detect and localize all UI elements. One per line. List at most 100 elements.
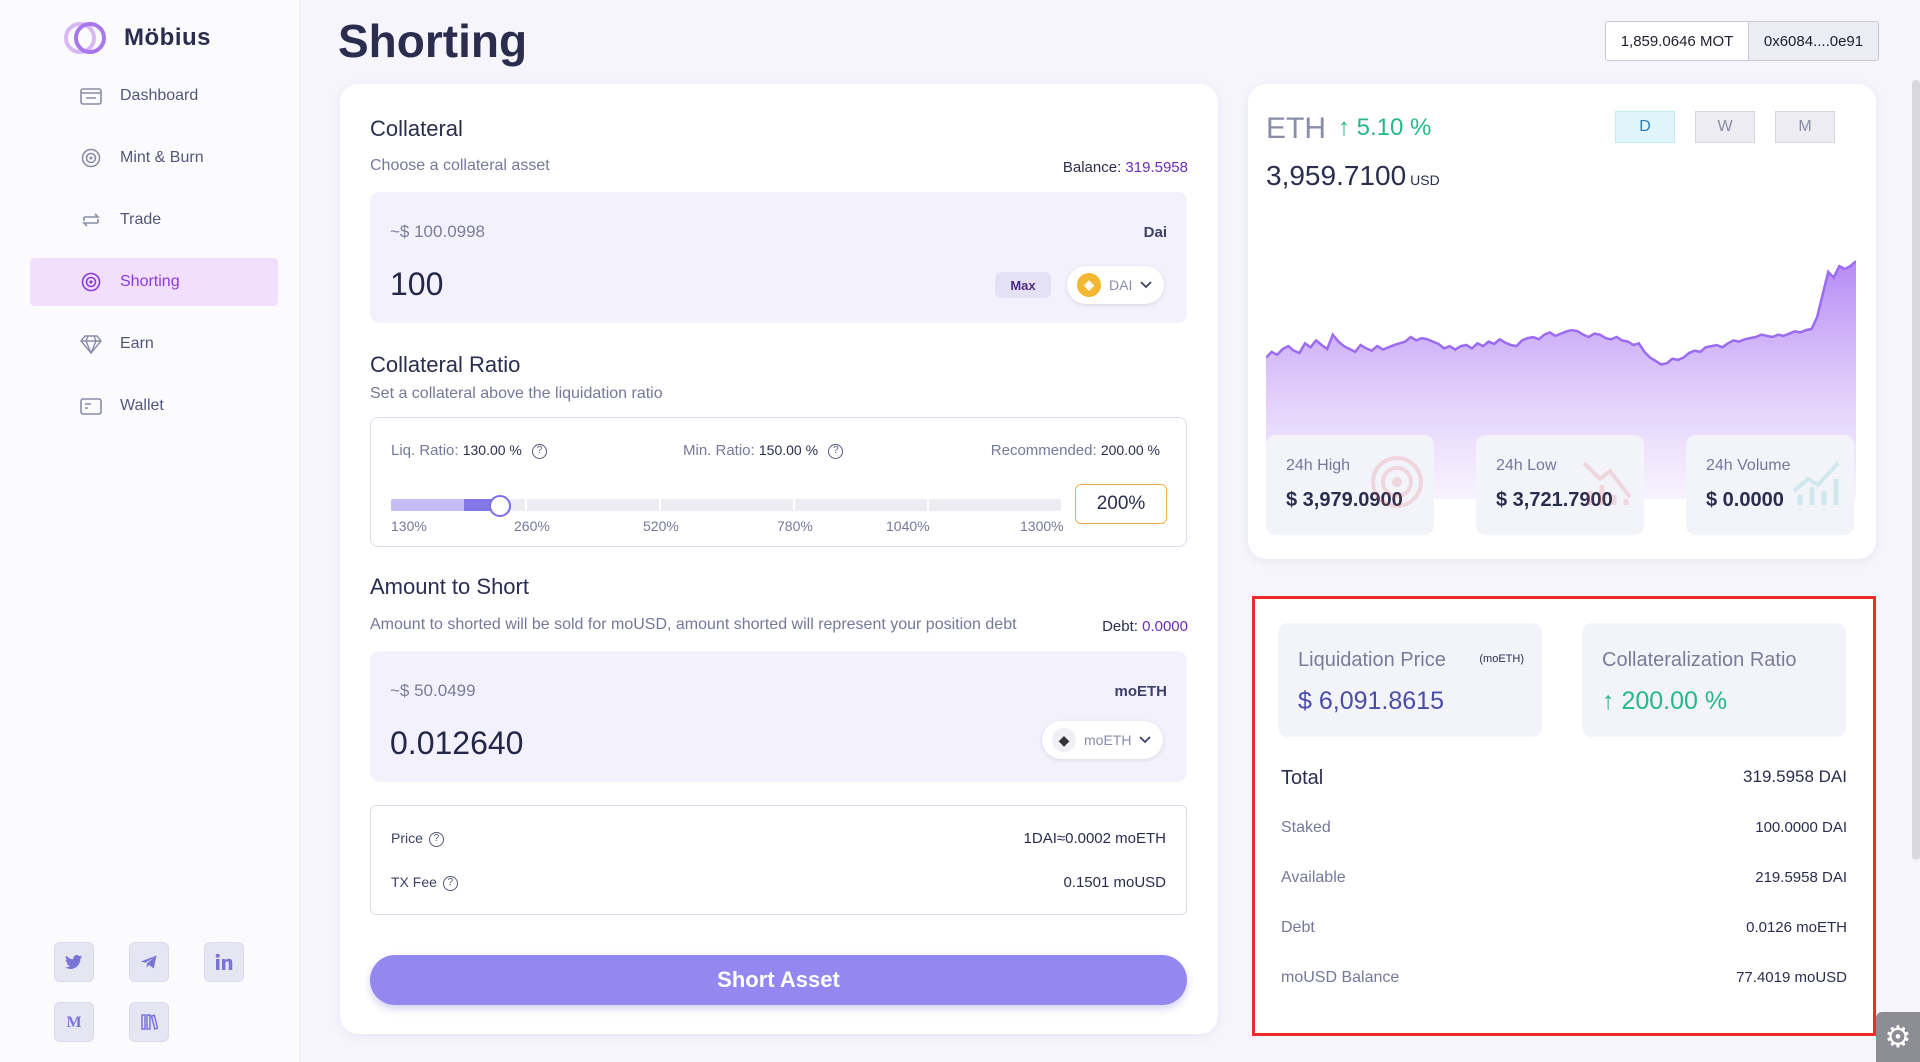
collateral-ratio-box: Liq. Ratio: 130.00 % ? Min. Ratio: 150.0… bbox=[370, 417, 1187, 547]
linkedin-icon[interactable] bbox=[204, 942, 244, 982]
collateral-token-select[interactable]: ◈ DAI bbox=[1067, 266, 1165, 304]
price-value: 3,959.7100 bbox=[1266, 160, 1407, 191]
collateral-ratio-subtitle: Set a collateral above the liquidation r… bbox=[370, 385, 663, 402]
stat-label: 24h High bbox=[1286, 457, 1351, 474]
price-label: Price? bbox=[391, 830, 444, 847]
price-change: ↑ 5.10 % bbox=[1338, 114, 1432, 141]
balance-label: Balance: bbox=[1062, 159, 1122, 176]
help-icon[interactable]: ? bbox=[828, 443, 844, 459]
docs-icon[interactable] bbox=[129, 1002, 169, 1042]
stat-label: 24h Low bbox=[1496, 457, 1557, 474]
brand-name: Möbius bbox=[124, 24, 211, 51]
market-card: ETH ↑ 5.10 % 3,959.7100 USD D W M 24h Hig… bbox=[1248, 84, 1876, 559]
timeframe-day[interactable]: D bbox=[1615, 111, 1675, 143]
collateral-balance: Balance: 319.5958 bbox=[1063, 159, 1188, 176]
wallet-address[interactable]: 0x6084....0e91 bbox=[1749, 22, 1878, 60]
price-currency: USD bbox=[1410, 172, 1440, 188]
sidebar-item-wallet[interactable]: Wallet bbox=[30, 382, 278, 430]
tx-fee-value: 0.1501 moUSD bbox=[1063, 874, 1166, 891]
debt-label: Debt: bbox=[1102, 618, 1138, 635]
help-icon[interactable]: ? bbox=[442, 875, 458, 891]
collateral-amount-input[interactable]: 100 bbox=[390, 266, 444, 302]
page-title: Shorting bbox=[338, 15, 528, 67]
tick-label: 1040% bbox=[886, 518, 930, 534]
debt-info: Debt: 0.0000 bbox=[1102, 618, 1188, 635]
telegram-icon[interactable] bbox=[129, 942, 169, 982]
stat-value: $ 0.0000 bbox=[1706, 489, 1784, 511]
tick-label: 130% bbox=[391, 518, 427, 534]
short-asset-button[interactable]: Short Asset bbox=[370, 955, 1187, 1005]
row-value: 219.5958 DAI bbox=[1755, 869, 1847, 886]
asset-symbol: ETH bbox=[1266, 112, 1326, 145]
tick-label: 1300% bbox=[1020, 518, 1064, 534]
help-icon[interactable]: ? bbox=[428, 831, 444, 847]
liquidation-price-box: Liquidation Price (moETH) $ 6,091.8615 bbox=[1278, 623, 1542, 737]
short-amount-input[interactable]: 0.012640 bbox=[390, 725, 524, 761]
shorting-form-card: Collateral Choose a collateral asset Bal… bbox=[340, 84, 1218, 1034]
timeframe-week[interactable]: W bbox=[1695, 111, 1755, 143]
wallet-icon bbox=[80, 398, 102, 415]
max-button[interactable]: Max bbox=[995, 272, 1051, 298]
liq-ratio-value: 130.00 % bbox=[462, 442, 522, 458]
collateral-input-panel: ~$ 100.0998 Dai 100 Max ◈ DAI bbox=[370, 192, 1187, 323]
twitter-icon[interactable] bbox=[54, 942, 94, 982]
liq-ratio-label: Liq. Ratio: bbox=[391, 442, 459, 459]
collateral-usd-estimate: ~$ 100.0998 bbox=[390, 222, 486, 241]
stat-24h-volume: 24h Volume $ 0.0000 bbox=[1686, 435, 1854, 535]
recommended-label: Recommended: bbox=[990, 442, 1097, 459]
stat-24h-low: 24h Low $ 3,721.7900 bbox=[1476, 435, 1644, 535]
sidebar-item-mint-burn[interactable]: Mint & Burn bbox=[30, 134, 278, 182]
sidebar-nav: Dashboard Mint & Burn Trade Shorting Ear… bbox=[30, 72, 278, 444]
uptrend-icon bbox=[1792, 461, 1840, 505]
row-value: 100.0000 DAI bbox=[1755, 819, 1847, 836]
trade-summary: Price? 1DAI≈0.0002 moETH TX Fee? 0.1501 … bbox=[370, 805, 1187, 915]
target-icon bbox=[81, 272, 101, 292]
stat-label: 24h Volume bbox=[1706, 457, 1791, 474]
mobius-logo bbox=[62, 20, 106, 56]
slider-fill bbox=[391, 499, 464, 511]
row-value: 319.5958 DAI bbox=[1743, 767, 1847, 786]
dashboard-icon bbox=[80, 88, 102, 105]
collateralization-ratio-value: ↑ 200.00 % bbox=[1602, 687, 1728, 715]
wallet-info[interactable]: 1,859.0646 MOT 0x6084....0e91 bbox=[1605, 21, 1879, 61]
svg-text:M: M bbox=[66, 1014, 81, 1030]
collateralization-ratio-label: Collateralization Ratio bbox=[1602, 649, 1797, 671]
settings-gear-icon[interactable]: ⚙ bbox=[1876, 1012, 1920, 1062]
sidebar-item-earn[interactable]: Earn bbox=[30, 320, 278, 368]
target-icon bbox=[1371, 456, 1423, 508]
page-scrollbar[interactable] bbox=[1912, 80, 1920, 860]
trade-icon bbox=[82, 213, 100, 227]
short-token-select[interactable]: ◆ moETH bbox=[1042, 721, 1164, 759]
sidebar-item-label: Wallet bbox=[120, 397, 164, 414]
collateralization-ratio-box: Collateralization Ratio ↑ 200.00 % bbox=[1582, 623, 1846, 737]
asset-price: 3,959.7100 USD bbox=[1266, 160, 1440, 192]
sidebar-item-shorting[interactable]: Shorting bbox=[30, 258, 278, 306]
liq-ratio: Liq. Ratio: 130.00 % ? bbox=[391, 442, 548, 459]
short-token-label: moETH bbox=[1084, 732, 1132, 748]
timeframe-month[interactable]: M bbox=[1775, 111, 1835, 143]
help-icon[interactable]: ? bbox=[532, 443, 548, 459]
short-asset-label: moETH bbox=[1114, 683, 1168, 700]
brand[interactable]: Möbius bbox=[62, 20, 211, 56]
min-ratio-value: 150.00 % bbox=[758, 442, 819, 458]
price-value: 1DAI≈0.0002 moETH bbox=[1023, 830, 1166, 847]
short-input-panel: ~$ 50.0499 moETH 0.012640 ◆ moETH bbox=[370, 651, 1187, 782]
tick-label: 780% bbox=[777, 518, 813, 534]
medium-icon[interactable]: M bbox=[54, 1002, 94, 1042]
ratio-input[interactable]: 200% bbox=[1075, 484, 1167, 524]
short-usd-estimate: ~$ 50.0499 bbox=[390, 681, 476, 700]
mot-balance[interactable]: 1,859.0646 MOT bbox=[1606, 22, 1749, 60]
ratio-slider-thumb[interactable] bbox=[489, 495, 511, 517]
row-label: Total bbox=[1281, 767, 1324, 789]
diamond-icon bbox=[80, 335, 102, 354]
sidebar-item-trade[interactable]: Trade bbox=[30, 196, 278, 244]
debt-value: 0.0000 bbox=[1142, 618, 1188, 635]
collateral-subtitle: Choose a collateral asset bbox=[370, 157, 550, 174]
ratio-slider-track[interactable] bbox=[391, 499, 1061, 511]
sidebar-item-dashboard[interactable]: Dashboard bbox=[30, 72, 278, 120]
tick-label: 520% bbox=[643, 518, 679, 534]
min-ratio-label: Min. Ratio: bbox=[683, 442, 755, 459]
stat-24h-high: 24h High $ 3,979.0900 bbox=[1266, 435, 1434, 535]
sidebar-item-label: Mint & Burn bbox=[120, 149, 204, 166]
chart-line bbox=[1266, 260, 1856, 366]
